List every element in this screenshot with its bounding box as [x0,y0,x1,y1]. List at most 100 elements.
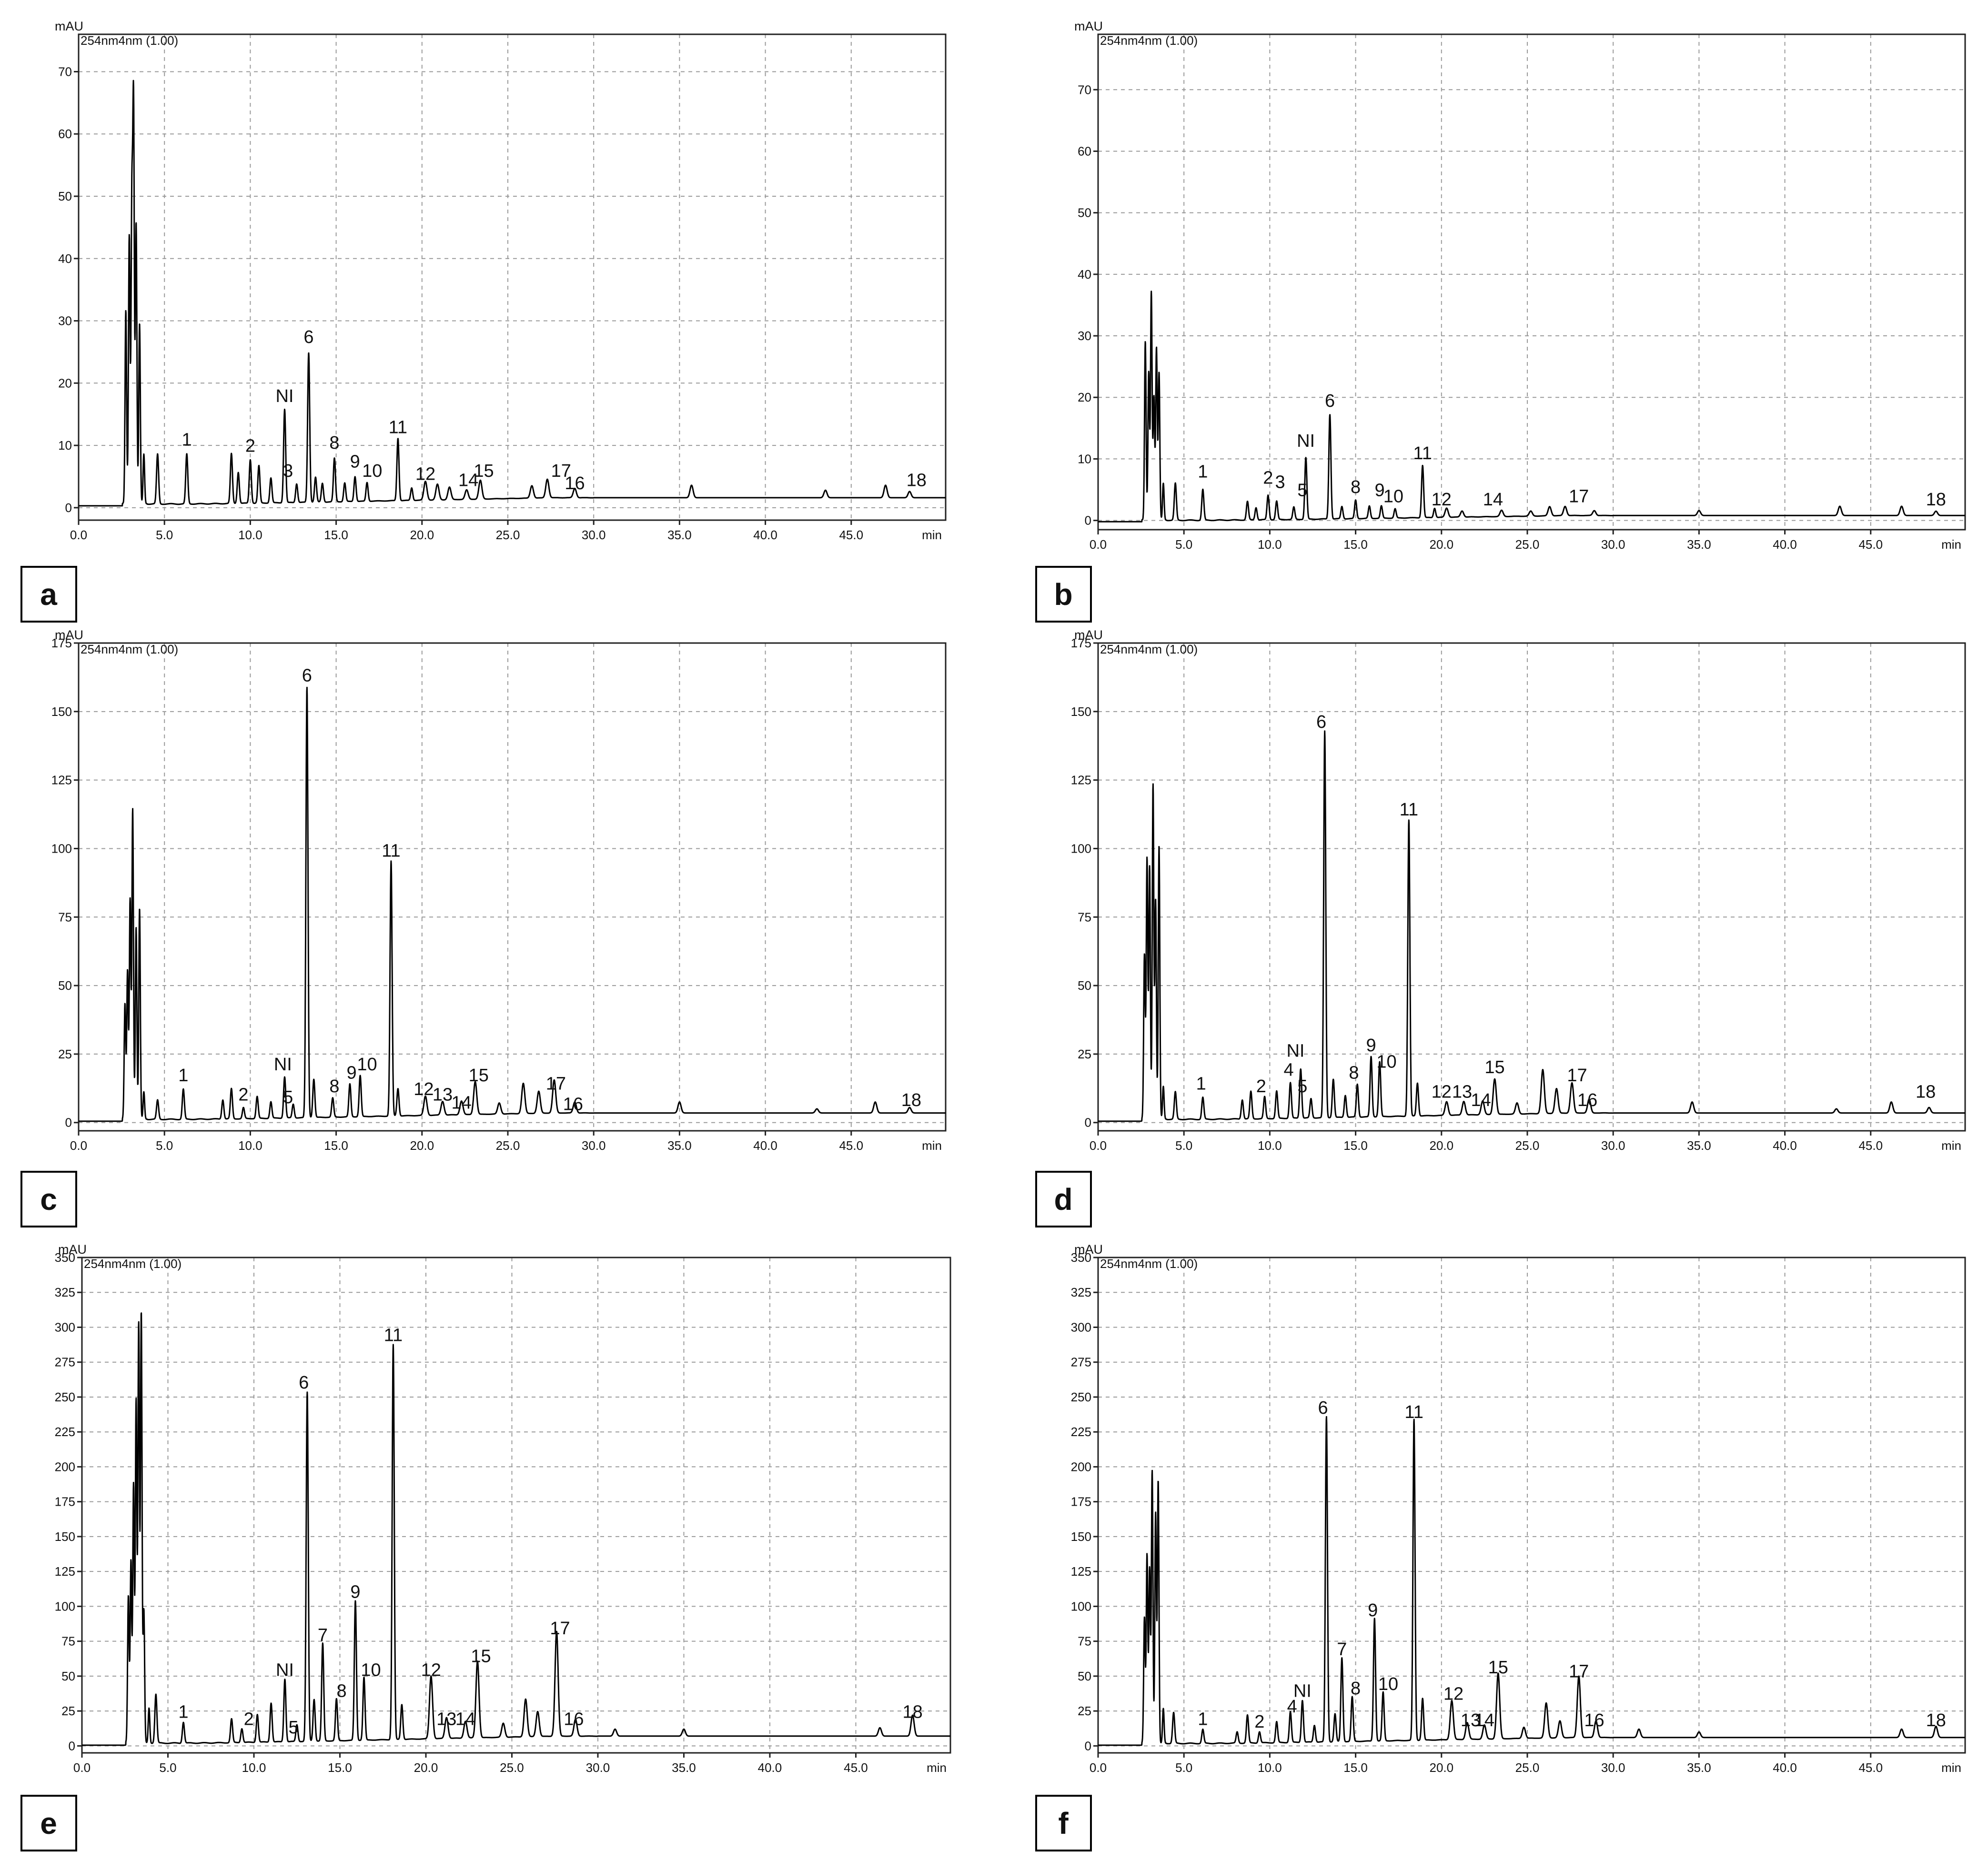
y-axis-label: mAU [1074,1242,1103,1257]
peak-label: 11 [1404,1402,1423,1422]
x-tick-label: 10.0 [242,1760,266,1775]
x-tick-label: 45.0 [1858,537,1883,552]
y-tick-label: 200 [55,1459,75,1474]
y-tick-label: 70 [1078,82,1091,97]
peak-label: 9 [1374,480,1384,500]
chromatogram-panel-b: 0 10 20 30 40 50 60 70 0.0 5.0 10.0 15.0 20.0 25.0 30.… [1035,19,1966,623]
peak-label: 13 [1461,1710,1481,1730]
peak-label: 15 [1488,1658,1508,1678]
peak-label: 15 [1484,1057,1504,1077]
x-tick-label: 5.0 [156,1138,173,1153]
peak-label: 9 [1366,1036,1376,1056]
x-tick-label: 45.0 [1858,1138,1883,1153]
x-tick-label: 35.0 [667,1138,692,1153]
y-tick-label: 350 [55,1250,75,1265]
peak-label: 9 [1368,1600,1378,1620]
y-tick-label: 100 [51,841,72,855]
peak-label: 8 [1349,1063,1359,1083]
x-tick-label: 35.0 [1687,537,1711,552]
x-tick-label: 5.0 [1175,1760,1192,1775]
panel-letter-box [1035,566,1092,623]
y-tick-label: 25 [61,1704,75,1718]
peak-label: 8 [1351,477,1361,497]
y-tick-label: 150 [1071,704,1091,719]
y-tick-label: 50 [58,978,72,993]
panel-letter: c [40,1182,57,1217]
y-tick-label: 25 [1078,1047,1091,1061]
peak-label: 10 [362,461,382,481]
x-tick-label: 25.0 [500,1760,524,1775]
x-tick-label: 10.0 [1258,1138,1282,1153]
panel-letter-box [1035,1171,1092,1227]
y-axis-label: mAU [55,628,83,642]
x-tick-label: 40.0 [758,1760,782,1775]
y-tick-label: 70 [58,64,72,79]
panel-letter-box [20,1171,77,1227]
x-tick-label: 45.0 [839,1138,863,1153]
y-tick-label: 60 [58,127,72,141]
x-tick-label: 45.0 [1858,1760,1883,1775]
x-tick-label: 40.0 [1773,537,1797,552]
detector-signal-label: 254nm4nm (1.00) [84,1257,182,1271]
x-tick-label: 0.0 [1090,537,1107,552]
chromatogram-trace [1097,1416,1966,1746]
x-tick-label: 20.0 [1429,537,1453,552]
x-tick-label: 15.0 [328,1760,352,1775]
y-tick-label: 0 [1085,1739,1091,1753]
detector-signal-label: 254nm4nm (1.00) [1100,33,1198,48]
panel-letter-box [20,1795,77,1851]
y-tick-label: 60 [1078,144,1091,158]
peak-label: 18 [901,1090,921,1110]
x-axis-label: min [1941,1760,1961,1775]
x-tick-label: 20.0 [414,1760,438,1775]
x-tick-label: 20.0 [410,528,434,542]
y-tick-label: 350 [1071,1250,1091,1265]
chromatogram-trace [78,80,947,507]
peak-label: 4 [1283,1060,1293,1080]
y-tick-label: 0 [65,1116,72,1130]
x-tick-label: 20.0 [1429,1760,1453,1775]
peak-label: 12 [415,464,435,484]
peak-label: 17 [550,1619,570,1639]
peak-label: 11 [1400,800,1418,820]
x-tick-label: 35.0 [672,1760,696,1775]
x-tick-label: 25.0 [1515,537,1540,552]
peak-label: 16 [1584,1710,1604,1730]
peak-label: 8 [337,1681,347,1701]
peak-label: 8 [329,433,339,453]
peak-label: 6 [1316,712,1326,732]
peak-label: 7 [1337,1640,1347,1660]
y-axis-label: mAU [58,1242,87,1257]
peak-label: 5 [1297,480,1307,500]
y-tick-label: 225 [55,1425,75,1439]
peak-label: 1 [1198,1709,1208,1729]
panel-letter: a [40,577,57,612]
peak-label: 15 [469,1066,489,1086]
x-tick-label: 35.0 [667,528,692,542]
peak-label: 13 [433,1085,453,1105]
x-tick-label: 20.0 [1429,1138,1453,1153]
x-tick-label: 0.0 [70,1138,87,1153]
peak-label: 14 [455,1709,475,1729]
x-tick-label: 20.0 [410,1138,434,1153]
x-tick-label: 45.0 [839,528,863,542]
chromatogram-trace [81,1312,951,1746]
y-tick-label: 25 [58,1047,72,1061]
x-tick-label: 30.0 [1601,1138,1625,1153]
peak-label: 2 [238,1085,248,1105]
x-tick-label: 0.0 [73,1760,91,1775]
peak-label: 16 [565,473,585,493]
x-tick-label: 25.0 [496,528,520,542]
x-tick-label: 15.0 [1343,1760,1368,1775]
peak-label: NI [276,1660,294,1680]
panel-letter-box [1035,1795,1092,1851]
x-tick-label: 5.0 [159,1760,176,1775]
peak-label: 14 [1471,1090,1491,1110]
peak-label: 5 [1297,1076,1307,1096]
y-tick-label: 10 [58,438,72,453]
peak-label: 8 [329,1076,339,1096]
peak-label: 17 [1569,1662,1589,1682]
x-tick-label: 35.0 [1687,1138,1711,1153]
x-tick-label: 30.0 [586,1760,610,1775]
peak-label: 6 [299,1373,309,1393]
